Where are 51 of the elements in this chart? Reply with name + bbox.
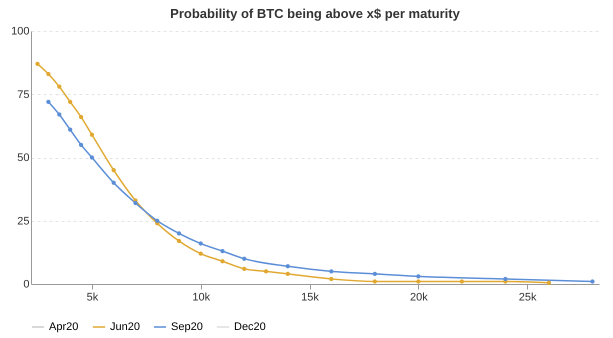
point: [460, 279, 464, 284]
point: [329, 269, 334, 274]
point: [46, 72, 51, 76]
point: [133, 200, 138, 206]
point: [35, 62, 40, 66]
point: [416, 279, 420, 284]
point: [242, 256, 246, 261]
point: [112, 168, 116, 172]
y-tick-label: 75: [17, 88, 30, 101]
point: [57, 112, 62, 117]
point: [90, 155, 94, 160]
legend-label: Apr20: [49, 321, 78, 333]
point: [78, 142, 84, 147]
point: [329, 276, 334, 282]
point: [78, 114, 84, 120]
point: [590, 279, 595, 284]
legend-label: Sep20: [171, 321, 203, 333]
chart-title: Probability of BTC being above x$ per maturity: [170, 6, 461, 21]
point: [220, 259, 225, 264]
x-tick-label: 10k: [192, 292, 211, 304]
point: [198, 241, 203, 246]
point: [176, 238, 182, 244]
point: [46, 100, 51, 104]
point: [220, 248, 225, 254]
point: [416, 274, 420, 279]
point: [112, 180, 116, 185]
x-tick-label: 20k: [410, 292, 428, 304]
y-tick-label: 25: [17, 215, 30, 228]
x-tick-label: 25k: [518, 292, 538, 304]
x-tick-label: 5k: [86, 292, 99, 304]
y-tick-label: 100: [11, 26, 30, 38]
point: [503, 276, 508, 282]
x-tick-label: 15k: [301, 292, 320, 304]
point: [546, 280, 552, 285]
legend-label: Dec20: [234, 321, 266, 333]
point: [57, 84, 62, 89]
point: [68, 100, 72, 104]
point: [286, 272, 290, 276]
legend-label: Jun20: [110, 321, 140, 333]
point: [286, 264, 290, 268]
point: [176, 231, 182, 236]
point: [155, 218, 160, 223]
point: [198, 252, 203, 256]
y-tick-label: 50: [17, 152, 30, 164]
point: [90, 132, 94, 137]
point: [242, 266, 246, 271]
point: [372, 279, 377, 284]
point: [264, 269, 268, 274]
point: [372, 272, 377, 276]
point: [68, 128, 72, 132]
y-tick-label: 0: [23, 278, 30, 290]
